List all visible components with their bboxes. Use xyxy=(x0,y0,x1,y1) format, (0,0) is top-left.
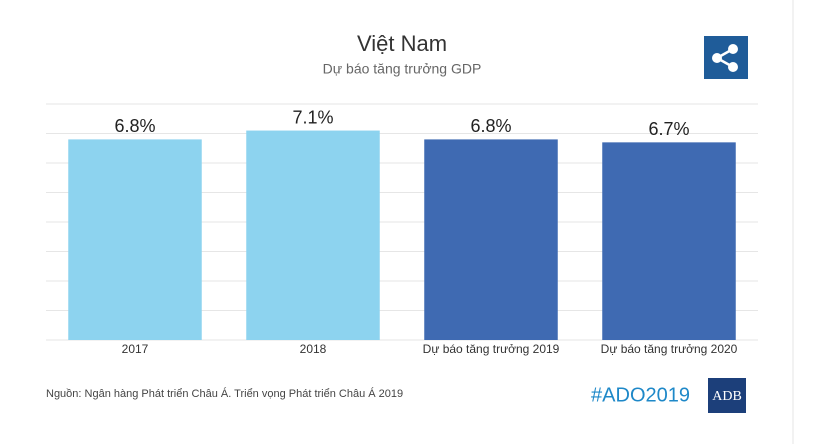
share-button[interactable] xyxy=(704,36,748,79)
x-tick-label: 2017 xyxy=(122,342,149,356)
value-label: 6.8% xyxy=(114,116,155,136)
bar xyxy=(602,142,736,340)
value-label: 6.7% xyxy=(648,119,689,139)
source-note: Nguồn: Ngân hàng Phát triển Châu Á. Triể… xyxy=(46,387,403,400)
chart-title: Việt Nam xyxy=(357,31,447,56)
chart-subtitle: Dự báo tăng trưởng GDP xyxy=(323,61,482,77)
share-dot xyxy=(712,53,722,63)
hashtag: #ADO2019 xyxy=(591,384,690,406)
value-label: 6.8% xyxy=(470,116,511,136)
bar xyxy=(246,130,380,340)
bar xyxy=(424,139,558,340)
share-dot xyxy=(728,44,738,54)
share-box[interactable] xyxy=(704,36,748,79)
x-tick-label: Dự báo tăng trưởng 2019 xyxy=(423,342,560,356)
x-tick-label: Dự báo tăng trưởng 2020 xyxy=(601,342,738,356)
share-dot xyxy=(728,62,738,72)
bar xyxy=(68,139,202,340)
logo: ADB xyxy=(712,389,742,404)
value-label: 7.1% xyxy=(292,107,333,127)
x-tick-label: 2018 xyxy=(300,342,327,356)
logo-box xyxy=(708,378,746,413)
